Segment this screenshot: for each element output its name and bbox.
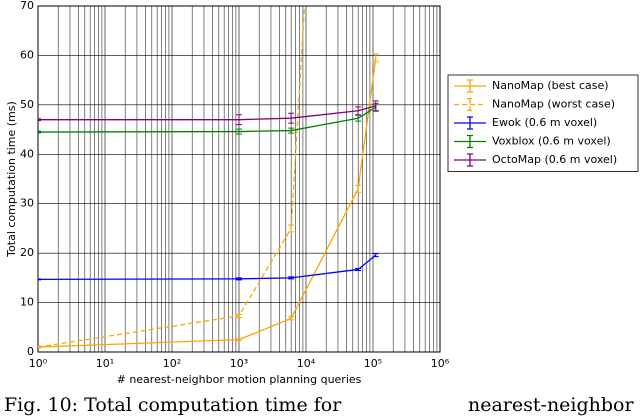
y-tick-label: 40 — [20, 147, 34, 160]
y-axis-label: Total computation time (ms) — [5, 101, 18, 258]
legend-swatch — [454, 153, 486, 167]
error-bar — [372, 253, 379, 258]
series-line — [38, 254, 377, 280]
x-tick-label: 10⁶ — [431, 357, 450, 370]
x-tick-label: 10⁰ — [29, 357, 48, 370]
caption: Fig. 10: Total computation time for — [4, 394, 342, 416]
error-bar — [236, 128, 242, 135]
error-bar — [288, 127, 295, 134]
legend-swatch — [454, 97, 486, 112]
error-bar — [38, 278, 41, 281]
legend-swatch — [454, 134, 486, 149]
legend-label: NanoMap (best case) — [492, 79, 609, 92]
legend-swatch — [454, 116, 486, 130]
legend-label: OctoMap (0.6 m voxel) — [492, 153, 617, 166]
error-bar — [288, 112, 295, 124]
x-tick-label: 10⁵ — [364, 357, 382, 370]
error-bar — [288, 316, 295, 321]
error-bar — [288, 276, 295, 280]
caption: nearest-neighbor — [468, 394, 634, 416]
error-bar — [355, 267, 362, 271]
error-bar — [236, 114, 242, 126]
error-bar — [355, 106, 362, 116]
legend-swatch — [454, 79, 486, 93]
series-line — [38, 105, 376, 121]
series-line — [38, 57, 377, 348]
legend-label: Voxblox (0.6 m voxel) — [492, 135, 611, 148]
y-tick-label: 50 — [20, 98, 34, 111]
x-tick-label: 10² — [163, 357, 181, 370]
x-axis-label: # nearest-neighbor motion planning queri… — [117, 373, 362, 386]
y-tick-label: 60 — [20, 48, 34, 61]
y-tick-label: 30 — [20, 197, 34, 210]
x-tick-label: 10⁴ — [297, 357, 316, 370]
error-bar — [38, 118, 41, 122]
error-bar — [236, 277, 242, 281]
error-bar — [372, 53, 379, 63]
x-tick-label: 10¹ — [96, 357, 114, 370]
legend-label: NanoMap (worst case) — [492, 98, 615, 111]
error-bar — [38, 345, 41, 349]
y-tick-label: 10 — [20, 296, 34, 309]
error-bar — [372, 100, 379, 112]
y-tick-label: 0 — [27, 345, 34, 358]
error-bar — [38, 130, 41, 134]
plot-frame — [37, 5, 441, 353]
y-tick-label: 70 — [20, 0, 34, 12]
x-tick-label: 10³ — [230, 357, 248, 370]
error-bar — [355, 184, 362, 193]
y-tick-label: 20 — [20, 246, 34, 259]
plot-area — [38, 6, 379, 349]
error-bar — [288, 224, 295, 233]
error-bar — [236, 338, 242, 342]
error-bar — [236, 313, 242, 318]
legend-label: Ewok (0.6 m voxel) — [492, 116, 597, 129]
